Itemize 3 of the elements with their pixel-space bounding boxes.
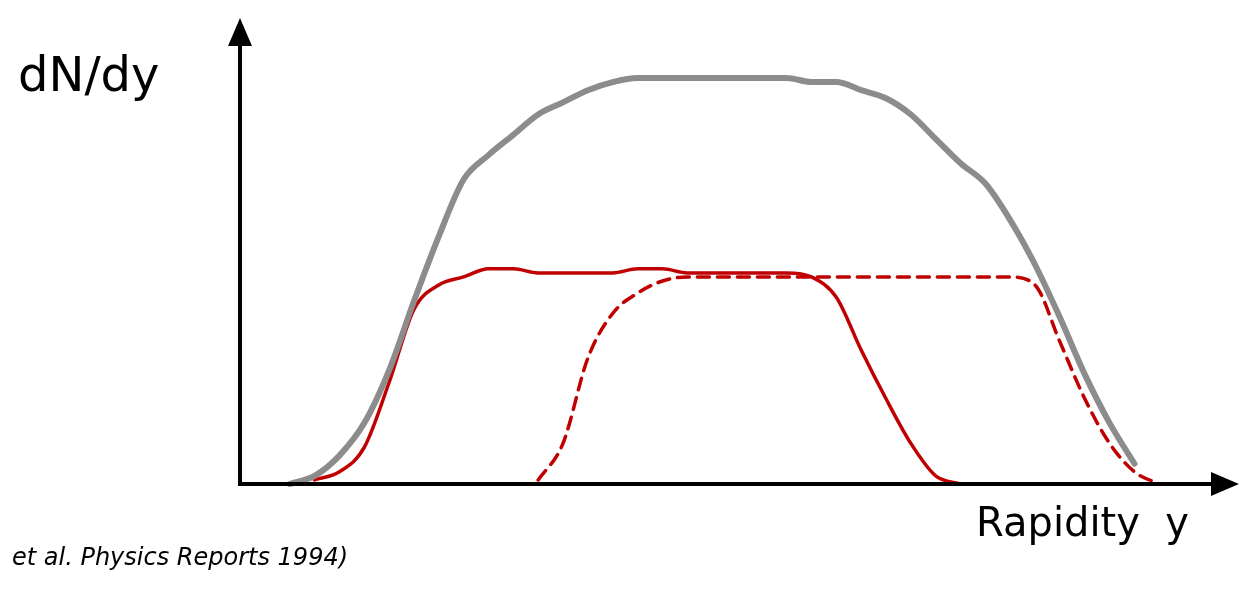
x-axis-title: Rapidity y (976, 499, 1189, 545)
y-axis-title: dN/dy (18, 46, 160, 102)
text: et al. Physics Reports 1994) (12, 543, 349, 571)
